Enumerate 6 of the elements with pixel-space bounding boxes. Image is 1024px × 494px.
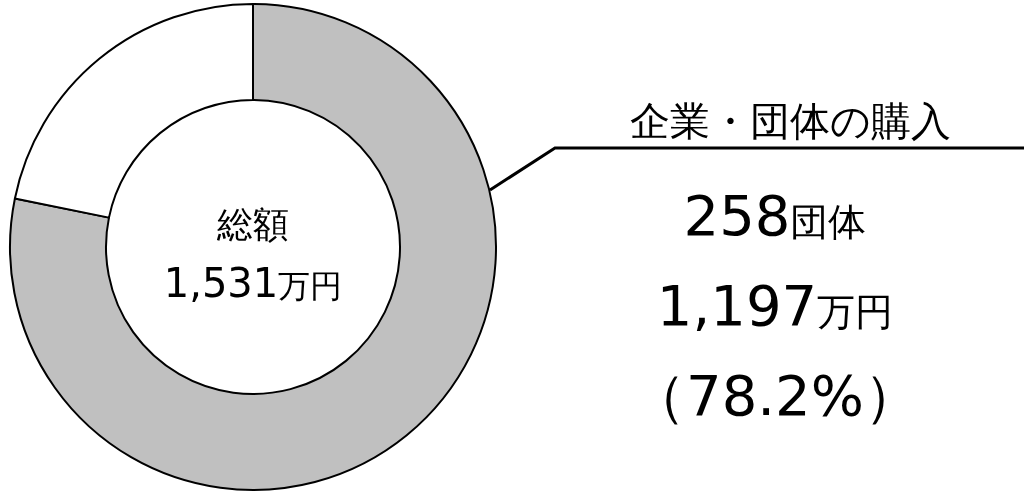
text: 258団体 (683, 183, 867, 248)
slice-label: 企業・団体の購入 (629, 98, 951, 144)
data-label: （78.2%） (630, 363, 920, 428)
text: 1,197万円 (656, 273, 894, 338)
text: 1,531万円 (163, 260, 343, 306)
text: 総額 (216, 204, 289, 245)
